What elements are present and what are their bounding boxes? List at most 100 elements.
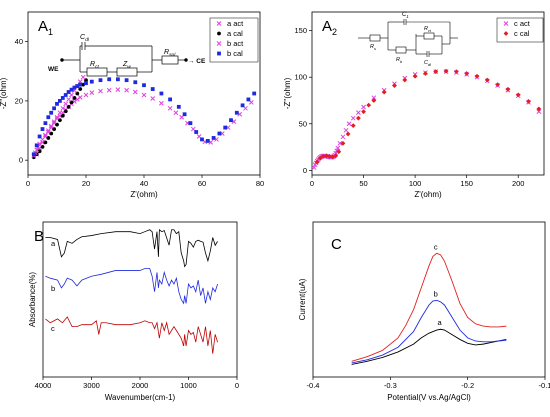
legend-entry: a cal bbox=[227, 29, 243, 38]
label-rct: Rct bbox=[424, 26, 432, 33]
panel-label: A1 bbox=[38, 18, 53, 37]
data-point bbox=[340, 134, 346, 140]
data-point bbox=[217, 131, 222, 136]
data-point-stroke bbox=[132, 89, 138, 95]
data-point bbox=[453, 69, 459, 75]
data-point bbox=[37, 149, 42, 154]
label-cdl-sub: dl bbox=[428, 63, 431, 67]
label-c1-sub: 1 bbox=[406, 14, 408, 19]
data-point bbox=[66, 97, 71, 102]
data-point bbox=[107, 77, 112, 82]
x-tick-label: 100 bbox=[409, 179, 422, 188]
data-point bbox=[43, 121, 48, 126]
data-point-stroke bbox=[190, 126, 196, 132]
x-tick-label: 40 bbox=[140, 179, 148, 188]
data-point-stroke bbox=[106, 87, 112, 93]
data-point bbox=[464, 71, 470, 76]
data-point bbox=[116, 77, 120, 82]
data-point-stroke bbox=[248, 100, 254, 105]
legend-entry: c cal bbox=[514, 29, 530, 38]
series-label: b bbox=[51, 284, 55, 293]
data-point bbox=[223, 125, 228, 130]
resistor-rs bbox=[369, 34, 381, 42]
data-point-stroke bbox=[159, 100, 164, 106]
data-point bbox=[216, 41, 222, 46]
label-zw: Zw bbox=[122, 61, 131, 70]
data-point bbox=[526, 99, 531, 104]
resistor-rb bbox=[395, 46, 407, 54]
data-point bbox=[58, 99, 62, 103]
panel-label-subscript: 1 bbox=[48, 27, 53, 37]
y-tick-label: 100 bbox=[294, 73, 307, 82]
data-point bbox=[361, 104, 366, 110]
data-point bbox=[150, 96, 156, 101]
data-point-stroke bbox=[57, 110, 63, 116]
x-tick-label: -0.4 bbox=[307, 381, 320, 390]
data-point bbox=[346, 121, 352, 127]
data-point bbox=[217, 31, 221, 36]
circuit-labels: Cdl WE Rct Zw Rsol → CE bbox=[48, 34, 206, 73]
panel-label: B bbox=[34, 228, 44, 245]
data-point bbox=[484, 77, 490, 83]
label-rct-sub: ct bbox=[95, 64, 99, 70]
data-point bbox=[43, 132, 48, 138]
data-point-stroke bbox=[334, 148, 340, 154]
data-point-stroke bbox=[216, 41, 222, 46]
data-point bbox=[495, 82, 500, 88]
data-point bbox=[98, 88, 103, 94]
data-point bbox=[72, 85, 77, 90]
data-point-stroke bbox=[89, 90, 95, 95]
data-point bbox=[381, 89, 387, 95]
data-point bbox=[80, 74, 86, 80]
data-point-stroke bbox=[98, 88, 103, 94]
x-tick-label: 50 bbox=[359, 179, 367, 188]
data-point bbox=[327, 153, 332, 159]
x-axis-label: Potential(V vs.Ag/AgCl) bbox=[387, 393, 471, 402]
data-point bbox=[240, 103, 245, 108]
dpv-line-b bbox=[351, 299, 507, 364]
data-point-stroke bbox=[141, 92, 147, 98]
data-point bbox=[252, 91, 257, 96]
data-point bbox=[412, 73, 418, 79]
panel-label: A2 bbox=[322, 18, 337, 37]
series-label: b bbox=[434, 289, 438, 298]
data-point-stroke bbox=[66, 97, 71, 102]
data-point bbox=[106, 87, 112, 93]
data-point-stroke bbox=[361, 104, 366, 110]
data-point-stroke bbox=[83, 92, 89, 98]
data-point-stroke bbox=[60, 105, 66, 111]
data-point bbox=[46, 115, 51, 120]
label-rct-sub: ct bbox=[428, 29, 432, 33]
label-rb: Rb bbox=[396, 57, 403, 64]
data-point bbox=[314, 159, 320, 165]
label-zw-sub: w bbox=[127, 65, 131, 70]
data-point bbox=[474, 73, 480, 79]
plot-frame bbox=[311, 11, 545, 176]
data-point bbox=[51, 119, 57, 125]
data-point-stroke bbox=[340, 134, 346, 140]
data-point bbox=[98, 78, 103, 83]
data-point bbox=[89, 90, 95, 95]
data-point-stroke bbox=[34, 147, 40, 153]
resistor-rct bbox=[423, 32, 435, 40]
data-point bbox=[188, 121, 193, 126]
data-point-stroke bbox=[167, 105, 173, 111]
y-tick-label: 0 bbox=[303, 166, 307, 175]
data-point-stroke bbox=[243, 105, 248, 111]
y-axis-label: -Z''(ohm) bbox=[283, 77, 292, 109]
data-point bbox=[350, 123, 356, 129]
x-tick-label: 80 bbox=[256, 179, 264, 188]
data-point bbox=[141, 92, 147, 98]
data-point bbox=[311, 165, 317, 170]
data-point bbox=[335, 145, 341, 151]
data-point bbox=[57, 110, 63, 116]
data-point bbox=[234, 110, 239, 115]
series-label: c bbox=[51, 324, 55, 333]
x-tick-label: 4000 bbox=[35, 381, 52, 390]
x-tick-label: 3000 bbox=[83, 381, 100, 390]
data-point bbox=[216, 21, 222, 26]
spectrum-line-b bbox=[45, 268, 218, 305]
data-point-stroke bbox=[51, 119, 57, 125]
